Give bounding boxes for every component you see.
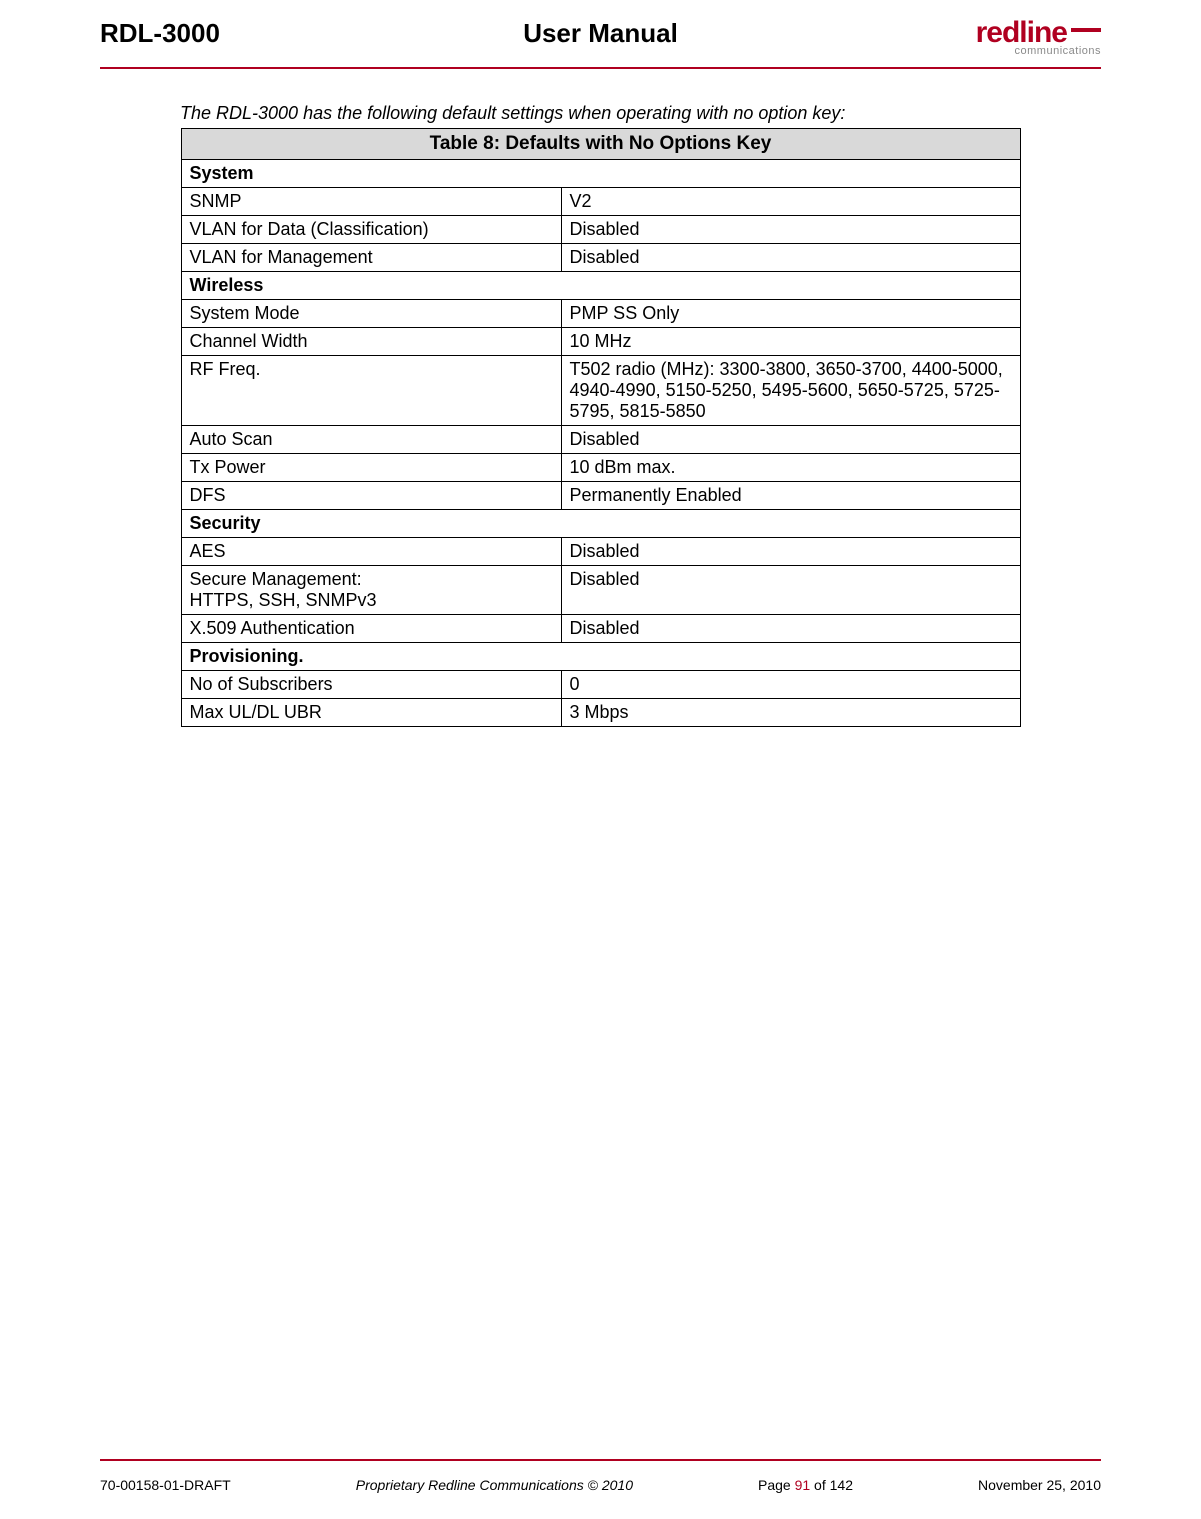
table-row: X.509 AuthenticationDisabled [181,615,1020,643]
page-current: 91 [795,1477,811,1493]
page-footer: 70-00158-01-DRAFT Proprietary Redline Co… [100,1477,1101,1493]
table-row: VLAN for ManagementDisabled [181,244,1020,272]
setting-name: VLAN for Data (Classification) [181,216,561,244]
table-row: Channel Width10 MHz [181,328,1020,356]
page-total: 142 [830,1477,853,1493]
section-header: Security [181,510,1020,538]
table-row: AESDisabled [181,538,1020,566]
logo-word: redline [976,16,1067,49]
logo-text: redline [976,18,1101,48]
table-row: System ModePMP SS Only [181,300,1020,328]
setting-value: 0 [561,671,1020,699]
setting-value: T502 radio (MHz): 3300-3800, 3650-3700, … [561,356,1020,426]
table-row: Wireless [181,272,1020,300]
doc-model: RDL-3000 [100,18,220,49]
setting-name: DFS [181,482,561,510]
setting-name: SNMP [181,188,561,216]
setting-name: Secure Management:HTTPS, SSH, SNMPv3 [181,566,561,615]
footer-divider [100,1459,1101,1461]
setting-value: 10 MHz [561,328,1020,356]
table-title: Table 8: Defaults with No Options Key [181,129,1020,160]
footer-page-number: Page 91 of 142 [758,1477,853,1493]
page-label-pre: Page [758,1477,795,1493]
setting-name: System Mode [181,300,561,328]
setting-name: Auto Scan [181,426,561,454]
setting-value: Disabled [561,538,1020,566]
setting-value: 10 dBm max. [561,454,1020,482]
table-title-rest: : Defaults with No Options Key [494,133,772,154]
setting-value: 3 Mbps [561,699,1020,727]
logo-dash-icon [1071,28,1101,32]
setting-value: Disabled [561,216,1020,244]
setting-name: X.509 Authentication [181,615,561,643]
footer-doc-id: 70-00158-01-DRAFT [100,1477,231,1493]
doc-title: User Manual [523,18,678,49]
table-row: RF Freq.T502 radio (MHz): 3300-3800, 365… [181,356,1020,426]
table-row: Max UL/DL UBR3 Mbps [181,699,1020,727]
table-row: Auto ScanDisabled [181,426,1020,454]
table-row: Provisioning. [181,643,1020,671]
page-label-mid: of [810,1477,829,1493]
setting-value: Permanently Enabled [561,482,1020,510]
table-row: DFSPermanently Enabled [181,482,1020,510]
setting-name: Tx Power [181,454,561,482]
footer-copyright: Proprietary Redline Communications © 201… [356,1477,633,1493]
table-row: Security [181,510,1020,538]
footer-date: November 25, 2010 [978,1477,1101,1493]
setting-value: Disabled [561,426,1020,454]
table-row: No of Subscribers0 [181,671,1020,699]
setting-name: RF Freq. [181,356,561,426]
setting-name: AES [181,538,561,566]
setting-name: No of Subscribers [181,671,561,699]
table-title-prefix: Table 8 [430,133,494,154]
setting-value: PMP SS Only [561,300,1020,328]
setting-name: VLAN for Management [181,244,561,272]
table-row: SNMPV2 [181,188,1020,216]
defaults-table: Table 8: Defaults with No Options KeySys… [181,128,1021,727]
table-row: Tx Power10 dBm max. [181,454,1020,482]
setting-value: Disabled [561,566,1020,615]
setting-value: V2 [561,188,1020,216]
page: RDL-3000 User Manual redline communicati… [0,0,1201,1519]
table-row: System [181,160,1020,188]
setting-value: Disabled [561,244,1020,272]
setting-value: Disabled [561,615,1020,643]
page-header: RDL-3000 User Manual redline communicati… [100,0,1101,63]
intro-text: The RDL-3000 has the following default s… [100,103,1101,124]
brand-logo: redline communications [976,18,1101,57]
setting-name: Channel Width [181,328,561,356]
section-header: Provisioning. [181,643,1020,671]
table-row: VLAN for Data (Classification)Disabled [181,216,1020,244]
table-row: Secure Management:HTTPS, SSH, SNMPv3Disa… [181,566,1020,615]
section-header: Wireless [181,272,1020,300]
setting-name: Max UL/DL UBR [181,699,561,727]
header-divider [100,67,1101,69]
section-header: System [181,160,1020,188]
